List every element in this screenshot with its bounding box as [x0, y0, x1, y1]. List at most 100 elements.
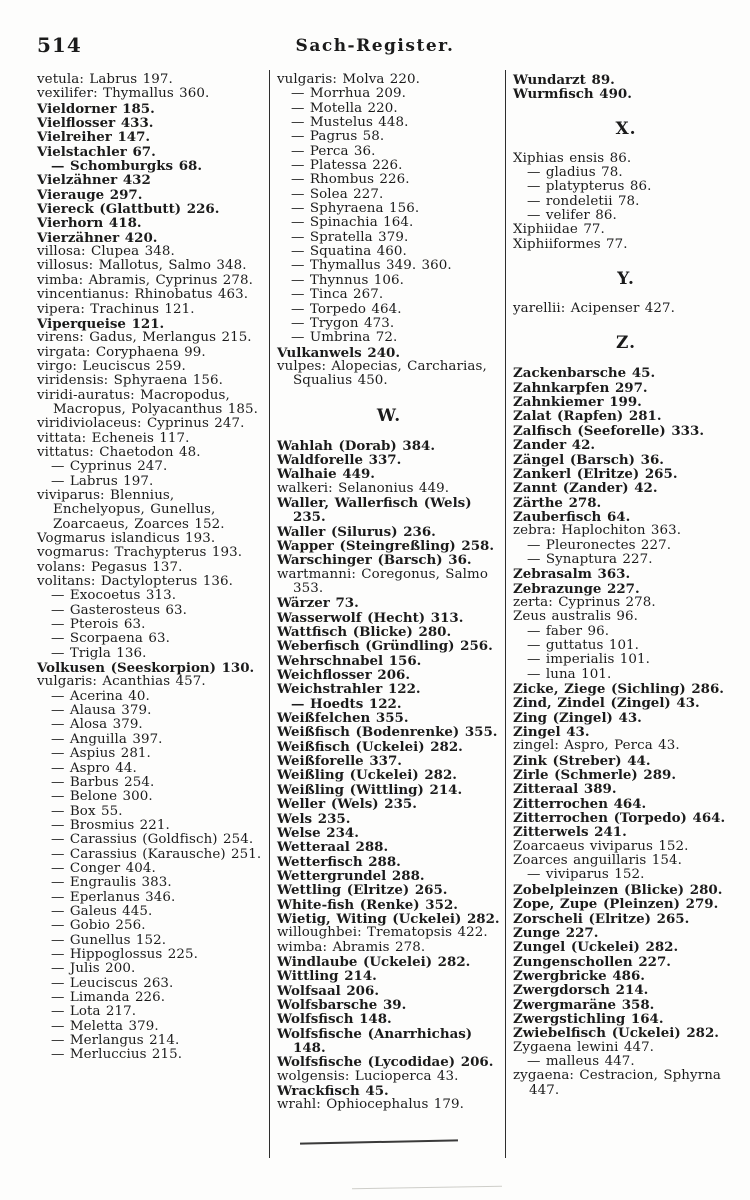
- index-entry: Zankerl (Elritze) 265.: [513, 465, 678, 482]
- index-entry: Zwiebelfisch (Uckelei) 282.: [513, 1025, 719, 1042]
- index-entry: — Sphyraena 156.: [291, 201, 420, 217]
- index-entry: Zwergmaräne 358.: [513, 996, 655, 1013]
- index-entry: Wattfisch (Blicke) 280.: [277, 624, 452, 641]
- index-entry: Zobelpleinzen (Blicke) 280.: [513, 881, 723, 898]
- index-entry: Weißling (Wittling) 214.: [277, 781, 463, 798]
- index-entry: — Thynnus 106.: [291, 272, 404, 288]
- index-entry: virgata: Coryphaena 99.: [37, 344, 206, 360]
- index-entry: Vieldorner 185.: [37, 100, 155, 117]
- index-entry: — Exocoetus 313.: [51, 588, 177, 604]
- index-entry: Zahnkiemer 199.: [513, 394, 642, 411]
- index-entry: — Acerina 40.: [51, 688, 150, 704]
- index-entry: vulgaris: Molva 220.: [277, 72, 421, 87]
- index-entry: — Rhombus 226.: [291, 172, 410, 188]
- index-entry: — Perca 36.: [291, 143, 376, 159]
- index-entry: Weißling (Uckelei) 282.: [277, 767, 457, 784]
- index-entry: viridiviolaceus: Cyprinus 247.: [37, 416, 245, 432]
- index-entry: — Belone 300.: [51, 789, 153, 805]
- index-entry: Zind, Zindel (Zingel) 43.: [513, 695, 700, 712]
- index-entry: — Brosmius 221.: [51, 817, 170, 833]
- index-entry: Wrackfisch 45.: [277, 1083, 389, 1100]
- index-entry: — Eperlanus 346.: [51, 889, 176, 905]
- index-entry: — Squatina 460.: [291, 244, 407, 260]
- index-entry: Zitterwels 241.: [513, 824, 627, 841]
- index-entry: — Scorpaena 63.: [51, 631, 170, 647]
- section-heading: X.: [615, 118, 637, 139]
- index-entry: — Limanda 226.: [51, 990, 166, 1005]
- scan-artifact: [352, 1185, 502, 1190]
- index-entry: Welse 234.: [277, 824, 359, 841]
- index-entry: — viviparus 152.: [527, 867, 645, 883]
- index-entry: Zwergstichling 164.: [513, 1010, 664, 1027]
- index-entry: — Carassius (Goldfisch) 254.: [51, 832, 254, 848]
- index-entry: — Labrus 197.: [51, 473, 154, 489]
- index-entry: volans: Pegasus 137.: [37, 559, 183, 575]
- index-entry: Zauberfisch 64.: [513, 508, 631, 525]
- index-entry: — Galeus 445.: [51, 903, 153, 919]
- index-entry: Zackenbarsche 45.: [513, 365, 656, 382]
- index-entry: Warschinger (Barsch) 36.: [277, 552, 472, 569]
- index-entry: Vielreiher 147.: [37, 129, 151, 146]
- section-heading: Z.: [615, 333, 637, 354]
- index-entry: Walhaie 449.: [277, 466, 375, 483]
- index-entry: — Merlangus 214.: [51, 1033, 180, 1049]
- index-entry: Vierhorn 418.: [37, 215, 142, 232]
- index-entry: — Morrhua 209.: [291, 86, 406, 102]
- index-entry: Weißfisch (Uckelei) 282.: [277, 738, 463, 755]
- index-entry: Wettergrundel 288.: [277, 867, 425, 884]
- index-entry: — Hippoglossus 225.: [51, 946, 198, 962]
- index-entry: — Pagrus 58.: [291, 129, 385, 145]
- index-entry: Zängel (Barsch) 36.: [513, 451, 664, 468]
- index-entry: — Carassius (Karausche) 251.: [51, 846, 262, 862]
- index-entry: Xiphias ensis 86.: [513, 150, 632, 166]
- index-entry: virgo: Leuciscus 259.: [37, 358, 186, 374]
- index-entry: Weichflosser 206.: [277, 667, 411, 684]
- index-entry: Zalfisch (Seeforelle) 333.: [513, 422, 704, 439]
- index-entry: Zärthe 278.: [513, 494, 602, 511]
- column-divider-1: [269, 70, 270, 1158]
- index-entry: — Gunellus 152.: [51, 932, 167, 948]
- index-entry: wolgensis: Lucioperca 43.: [277, 1068, 459, 1084]
- index-entry: Zeus australis 96.: [513, 609, 639, 625]
- index-entry: vittata: Echeneis 117.: [37, 430, 190, 446]
- index-entry: Zoarcaeus viviparus 152.: [513, 838, 689, 854]
- index-entry: — Julis 200.: [51, 961, 136, 977]
- section-heading: Y.: [617, 269, 635, 290]
- index-entry: Zalat (Rapfen) 281.: [513, 408, 662, 425]
- index-entry: Waldforelle 337.: [277, 451, 402, 468]
- index-entry: Wahlah (Dorab) 384.: [277, 437, 436, 454]
- index-entry: Weichstrahler 122.: [277, 681, 421, 698]
- index-entry: — Pleuronectes 227.: [527, 537, 672, 553]
- index-entry: Weller (Wels) 235.: [277, 796, 417, 813]
- index-entry: — Conger 404.: [51, 860, 156, 876]
- index-entry: Xiphiidae 77.: [513, 222, 605, 238]
- index-entry: Weißforelle 337.: [277, 753, 402, 770]
- index-entry: Wetterfisch 288.: [277, 853, 401, 870]
- index-entry: Windlaube (Uckelei) 282.: [277, 953, 471, 970]
- index-entry: — Motella 220.: [291, 100, 398, 116]
- page-number: 514: [37, 33, 82, 57]
- index-entry: Zope, Zupe (Pleinzen) 279.: [513, 896, 719, 913]
- index-entry: vimba: Abramis, Cyprinus 278.: [37, 272, 254, 288]
- index-entry: vipera: Trachinus 121.: [37, 301, 195, 317]
- index-entry: — Mustelus 448.: [291, 115, 409, 131]
- index-entry: viridensis: Sphyraena 156.: [37, 373, 223, 389]
- index-entry: Zwergdorsch 214.: [513, 982, 649, 999]
- index-entry: vetula: Labrus 197.: [37, 72, 173, 87]
- index-entry: — Merluccius 215.: [51, 1047, 183, 1063]
- index-entry: Wolfsfische (Anarrhichas) 148.: [277, 1025, 473, 1056]
- index-entry: — Anguilla 397.: [51, 731, 163, 747]
- index-entry: vittatus: Chaetodon 48.: [37, 444, 201, 460]
- index-entry: Wels 235.: [277, 810, 351, 827]
- index-entry: Vierauge 297.: [37, 186, 143, 203]
- index-entry: vogmarus: Trachypterus 193.: [37, 545, 243, 561]
- index-entry: Zingel 43.: [513, 724, 590, 741]
- index-entry: Wärzer 73.: [277, 595, 359, 612]
- end-rule: [299, 1139, 459, 1145]
- index-entry: Zunge 227.: [513, 924, 599, 941]
- index-entry: — faber 96.: [527, 623, 610, 639]
- index-entry: — Trigla 136.: [51, 645, 147, 661]
- index-entry: viviparus: Blennius, Enchelyopus, Gunell…: [37, 487, 225, 532]
- index-entry: vulpes: Alopecias, Carcharias, Squalius …: [277, 358, 487, 389]
